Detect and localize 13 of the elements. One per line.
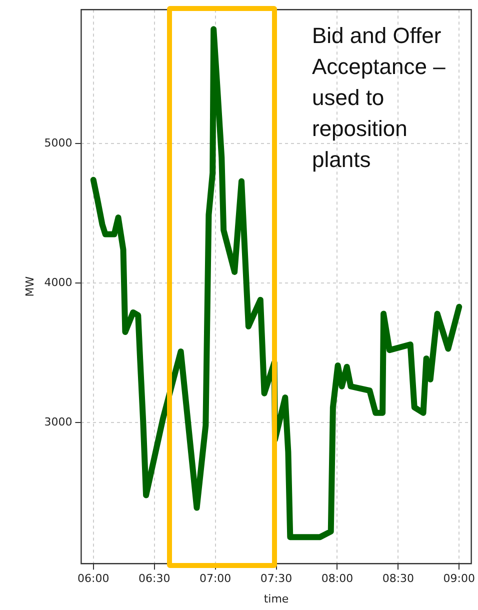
x-tick-label: 07:00 [199,572,232,586]
x-tick-label: 08:00 [321,572,354,586]
x-tick-label: 06:00 [78,572,110,586]
y-axis-title: MW [23,276,36,297]
y-tick-label: 5000 [44,136,72,150]
x-tick-label: 09:00 [443,572,475,586]
y-tick-label: 3000 [44,416,72,429]
x-tick-label: 07:30 [260,572,292,586]
x-axis-title: time [264,592,289,606]
x-tick-label: 06:30 [138,572,170,586]
y-tick-label: 4000 [44,276,72,289]
annotation: Bid and Offer Acceptance – used to reposition plants [312,22,446,174]
x-tick-label: 08:30 [382,572,414,586]
